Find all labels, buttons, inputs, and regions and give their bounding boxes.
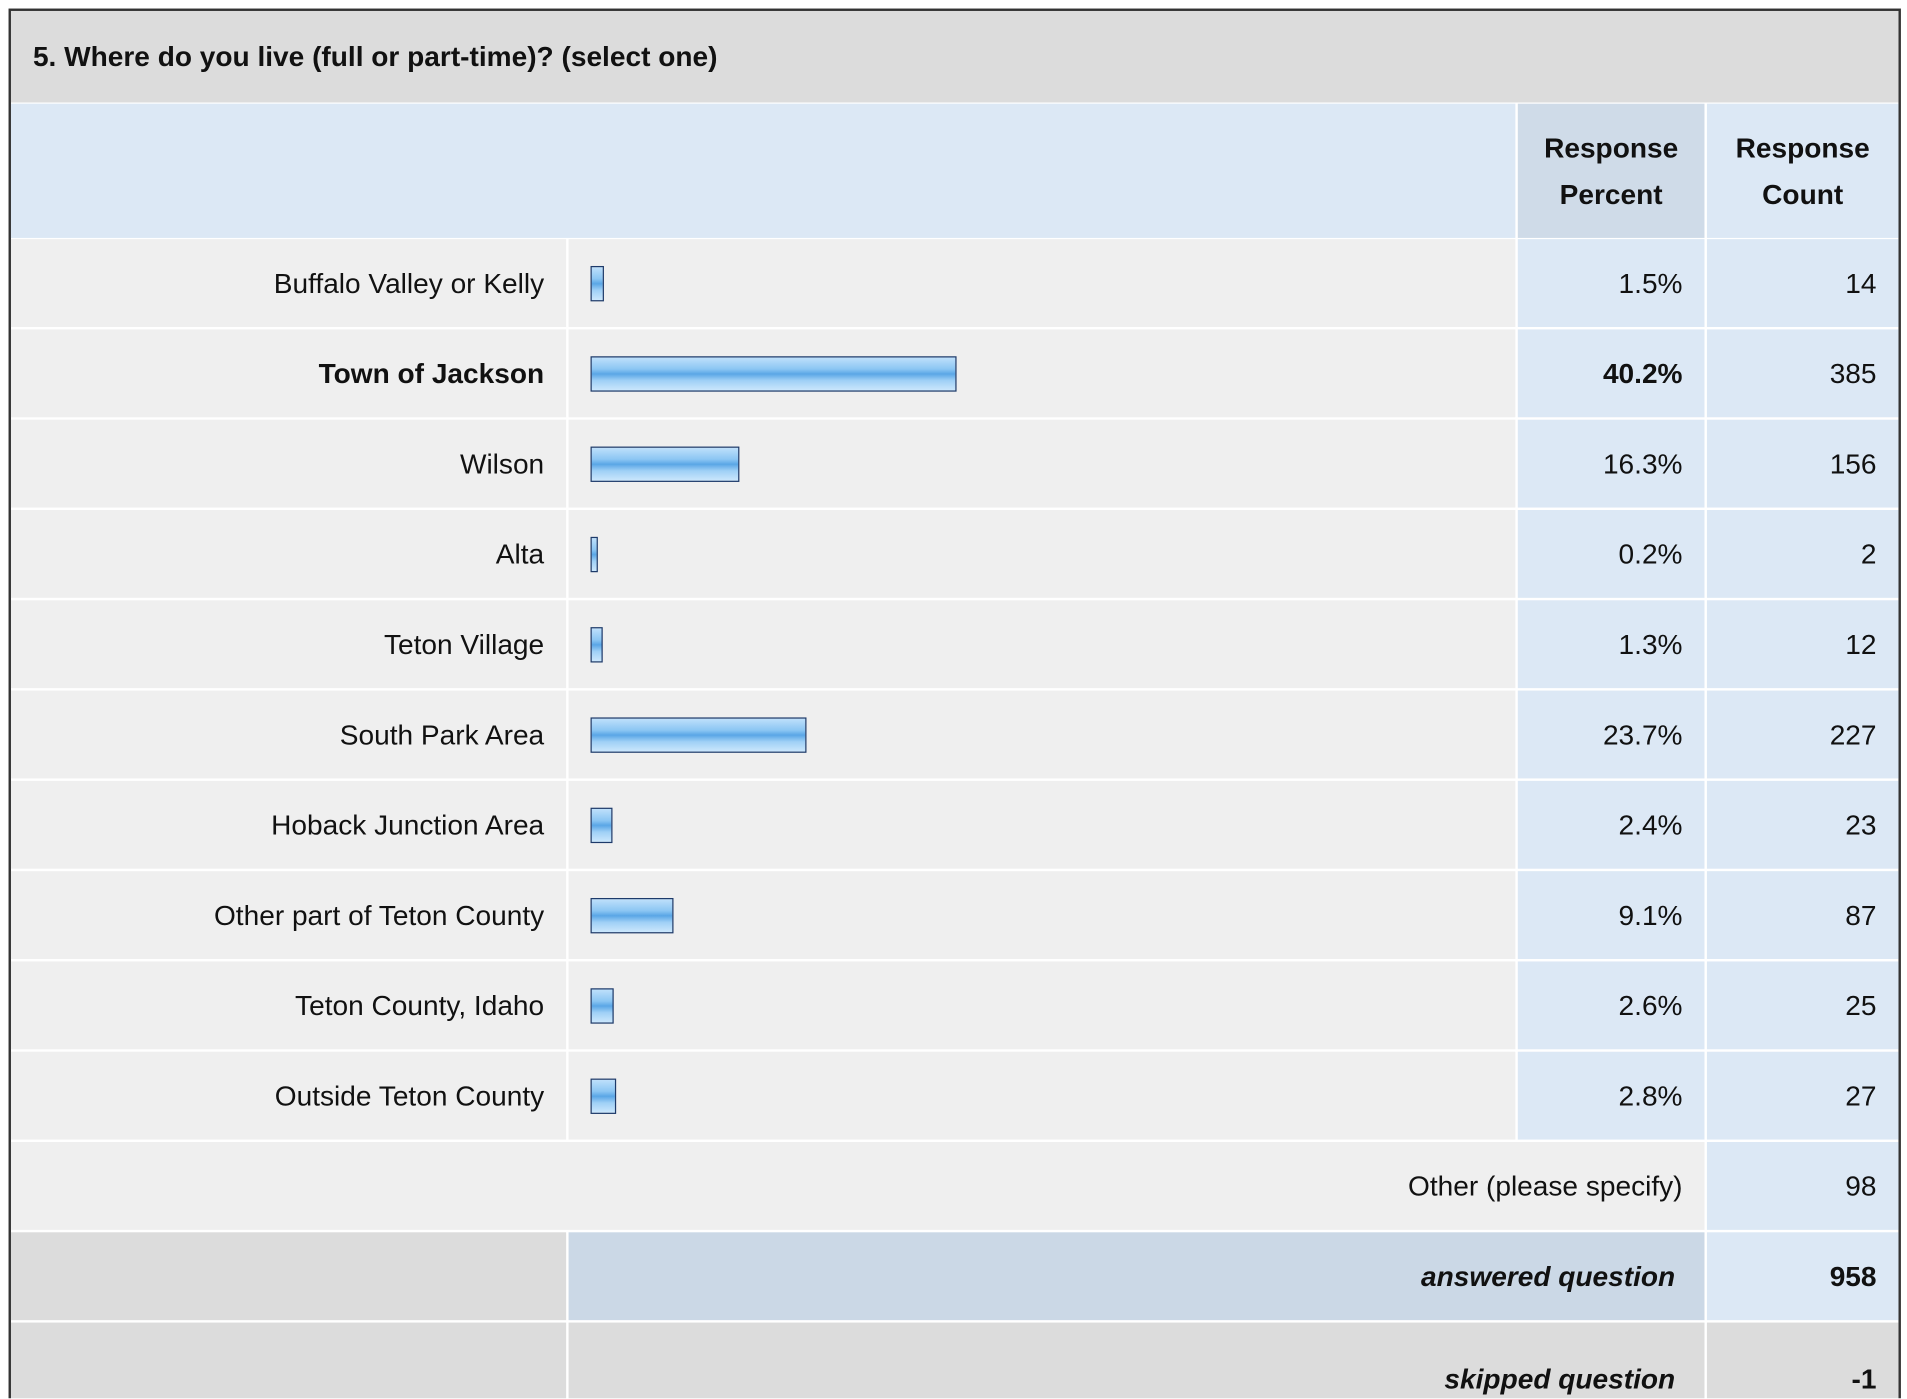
skipped-value: -1 [1706,1322,1899,1399]
row-label: Buffalo Valley or Kelly [10,239,567,327]
answered-value: 958 [1706,1232,1899,1321]
count: 25 [1706,961,1899,1050]
count: 385 [1706,329,1899,418]
bar-cell [568,1051,1516,1140]
percent: 2.8% [1517,1051,1705,1140]
row-label: Town of Jackson [10,329,567,418]
count: 23 [1706,780,1899,869]
other-label: Other (please specify) [10,1142,1705,1230]
count: 87 [1706,871,1899,959]
count: 14 [1706,239,1899,327]
bar-cell [568,600,1516,689]
row-label: Outside Teton County [10,1051,567,1140]
percent: 40.2% [1517,329,1705,418]
skipped-label: skipped question [568,1322,1705,1399]
row-label: South Park Area [10,690,567,779]
row-label: Other part of Teton County [10,871,567,959]
column-header: Response Percent [1517,103,1705,238]
bar [590,445,739,482]
summary-blank [10,1322,567,1399]
row-label: Alta [10,510,567,598]
other-count: 98 [1706,1142,1899,1230]
bar [590,716,807,753]
percent: 23.7% [1517,690,1705,779]
row-label: Teton Village [10,600,567,689]
answered-label: answered question [568,1232,1705,1321]
row-label: Hoback Junction Area [10,780,567,869]
bar [590,265,605,301]
row-label: Wilson [10,419,567,508]
bar [590,897,674,933]
outer-border [8,8,1901,1399]
percent: 2.4% [1517,780,1705,869]
bar-cell [568,780,1516,869]
bar-cell [568,871,1516,959]
count: 12 [1706,600,1899,689]
count: 156 [1706,419,1899,508]
bar-cell [568,961,1516,1050]
count: 27 [1706,1051,1899,1140]
percent: 1.3% [1517,600,1705,689]
percent: 2.6% [1517,961,1705,1050]
bar-cell [568,510,1516,598]
percent: 1.5% [1517,239,1705,327]
percent: 9.1% [1517,871,1705,959]
percent: 0.2% [1517,510,1705,598]
bar [590,536,598,572]
header-blank [10,103,1516,238]
column-header: Response Count [1706,103,1899,238]
bar [590,355,957,392]
bar [590,987,615,1024]
percent: 16.3% [1517,419,1705,508]
count: 227 [1706,690,1899,779]
count: 2 [1706,510,1899,598]
bar [590,807,613,843]
bar [590,1077,616,1114]
summary-blank [10,1232,567,1321]
bar [590,626,603,662]
row-label: Teton County, Idaho [10,961,567,1050]
bar-cell [568,239,1516,327]
question-header: 5. Where do you live (full or part-time)… [10,10,1899,103]
